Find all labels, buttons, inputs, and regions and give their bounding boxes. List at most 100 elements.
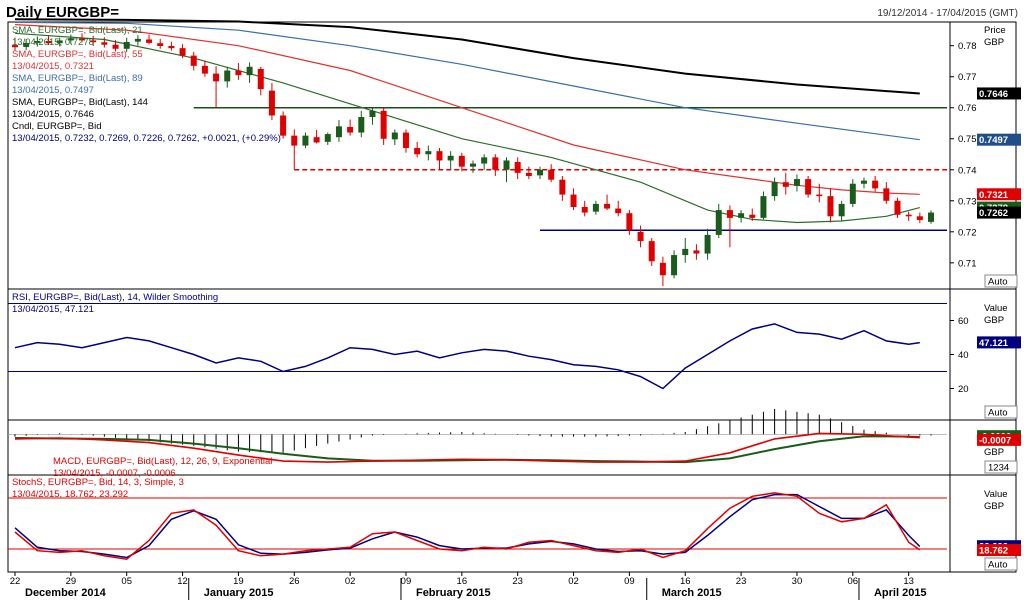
candle-down [12, 45, 18, 48]
x-day-label: 09 [624, 576, 635, 587]
candle-up [849, 183, 856, 204]
stoch-legend-text: 13/04/2015, 18.762, 23.292 [12, 489, 128, 500]
price-value-tag-box [977, 87, 1021, 100]
candle-down [291, 135, 298, 146]
candle-up [335, 126, 342, 138]
rsi-y-tick-label: 60 [958, 316, 969, 327]
candle-up [425, 151, 432, 155]
price-y-tick-label: 0.75 [958, 134, 977, 145]
candle-down [626, 213, 633, 231]
candle-up [369, 110, 376, 118]
candle-down [581, 206, 588, 213]
candle-down [414, 148, 421, 155]
candle-down [615, 208, 622, 214]
candle-down [402, 132, 409, 149]
x-day-label: 02 [568, 576, 579, 587]
candle-down [179, 48, 186, 56]
price-value-tag: 0.7646 [979, 89, 1008, 100]
candle-down [90, 40, 97, 43]
candle-down [201, 65, 208, 74]
x-day-label: 22 [10, 576, 21, 587]
candle-down [525, 172, 532, 176]
macd-value-tag: -0.0007 [979, 435, 1011, 446]
price-legend-text: 13/04/2015, 0.7232, 0.7269, 0.7226, 0.72… [12, 133, 281, 144]
sma-21-line [14, 32, 920, 224]
candle-down [157, 43, 164, 46]
candle-up [134, 38, 141, 42]
candle-down [916, 216, 923, 221]
price-y-tick-label: 0.76 [958, 103, 977, 114]
price-y-tick-label: 0.77 [958, 72, 977, 83]
candle-down [45, 41, 52, 44]
candle-down [749, 214, 756, 218]
candle-down [559, 179, 566, 195]
candle-down [894, 200, 901, 215]
x-day-label: 30 [792, 576, 803, 587]
auto-button [984, 274, 1018, 288]
candle-down [782, 182, 789, 187]
stoch-value-tag-box [977, 544, 1021, 557]
candle-down [280, 115, 287, 136]
x-day-label: 16 [680, 576, 691, 587]
stoch-d-line [14, 493, 921, 559]
candle-up [715, 210, 722, 235]
price-y-tick-label: 0.73 [958, 196, 977, 207]
price-legend-text: SMA, EURGBP=, Bid(Last), 89 [12, 73, 143, 84]
auto-label: Auto [988, 277, 1008, 288]
candle-up [838, 203, 845, 217]
rsi-unit-label: Value [984, 303, 1008, 314]
candle-down [79, 38, 86, 41]
x-day-label: 09 [401, 576, 412, 587]
candle-up [704, 234, 711, 254]
candle-down [235, 70, 242, 76]
macd-value-tag-box [977, 433, 1021, 446]
candle-up [738, 213, 745, 218]
stoch-panel [7, 474, 1017, 573]
price-legend-text: 13/04/2015, 0.7646 [12, 109, 94, 120]
x-day-label: 29 [66, 576, 77, 587]
candle-up [860, 180, 867, 184]
x-month-label: December 2014 [25, 587, 107, 599]
price-value-tag: 0.7497 [979, 135, 1008, 146]
candle-up [682, 248, 689, 256]
candle-down [313, 137, 320, 143]
candle-up [246, 66, 253, 76]
candle-down [436, 151, 443, 161]
candle-up [302, 135, 309, 146]
x-day-label: 16 [457, 576, 468, 587]
chart-title: Daily EURGBP= [6, 4, 119, 21]
price-value-tag-box [977, 133, 1021, 146]
price-y-tick-label: 0.78 [958, 41, 977, 52]
macd-legend-text: 13/04/2015, -0.0007, -0.0006 [53, 468, 176, 479]
stoch-legend-text: StochS, EURGBP=, Bid, 14, 3, Simple, 3 [12, 477, 184, 488]
candle-down [816, 194, 823, 197]
candle-down [693, 250, 700, 254]
scale-label: 1234 [988, 463, 1009, 474]
price-value-tag: 0.7262 [979, 208, 1008, 219]
candle-down [648, 241, 655, 262]
x-day-label: 12 [177, 576, 188, 587]
candle-up [760, 196, 767, 218]
candle-up [537, 169, 544, 176]
candle-down [805, 179, 812, 195]
x-day-label: 26 [289, 576, 300, 587]
candle-down [883, 188, 890, 201]
macd-unit-label: GBP [984, 447, 1004, 458]
candle-up [56, 40, 63, 44]
price-legend-text: 13/04/2015, 0.7321 [12, 61, 94, 72]
price-value-tag: 0.7321 [979, 190, 1009, 201]
rsi-panel [7, 288, 1017, 421]
candle-down [659, 262, 666, 276]
candle-down [458, 155, 465, 167]
candle-down [604, 203, 611, 209]
candle-up [67, 38, 74, 41]
price-y-tick-label: 0.71 [958, 258, 977, 269]
x-month-label: March 2015 [662, 587, 722, 599]
rsi-y-tick-label: 20 [958, 384, 969, 395]
stoch-unit-label: GBP [984, 501, 1004, 512]
candle-down [190, 55, 197, 66]
candle-up [34, 41, 41, 43]
price-value-tag-box [977, 206, 1021, 219]
candle-down [905, 214, 912, 217]
candle-up [391, 132, 398, 140]
